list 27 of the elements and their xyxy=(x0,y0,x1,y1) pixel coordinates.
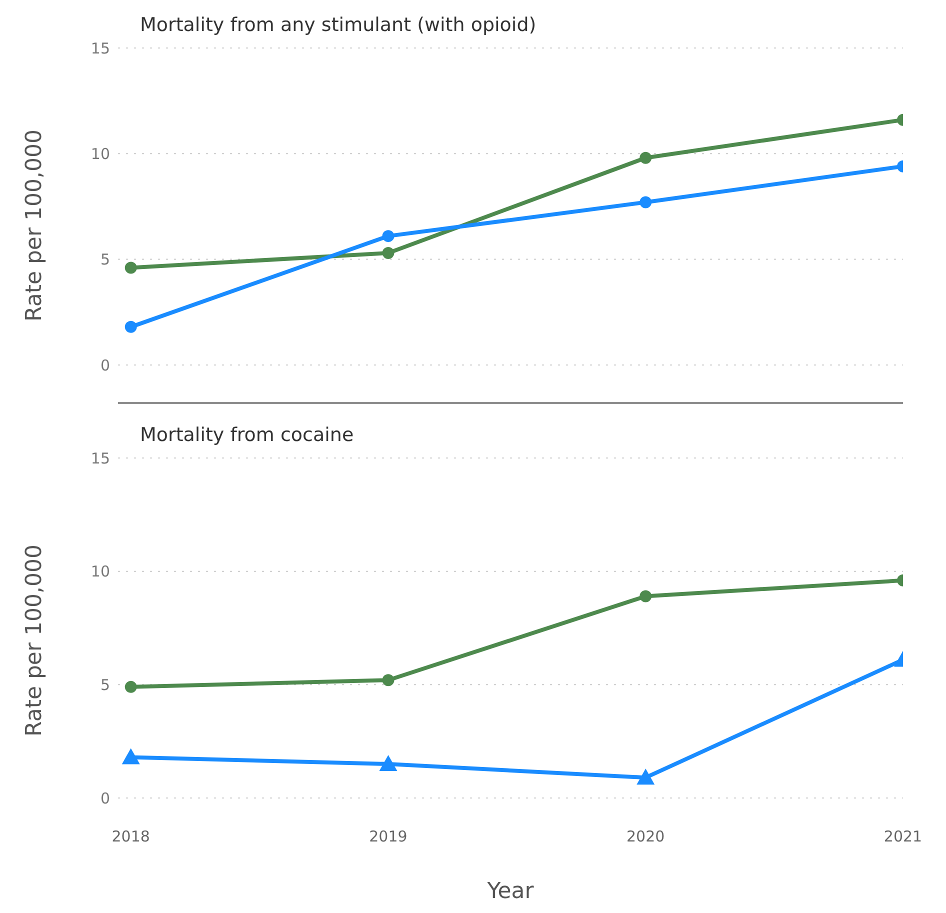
y-tick-label: 5 xyxy=(100,676,110,694)
x-axis-title: Year xyxy=(486,879,535,904)
chart-title: Mortality from cocaine xyxy=(140,424,354,446)
point xyxy=(379,755,398,771)
point xyxy=(640,152,652,164)
y-axis-title: Rate per 100,000 xyxy=(22,130,47,322)
y-tick-label: 15 xyxy=(90,39,110,58)
y-tick-label: 0 xyxy=(100,356,110,374)
point xyxy=(382,230,394,242)
point xyxy=(124,320,137,333)
point xyxy=(640,196,652,208)
chart-title: Mortality from any stimulant (with opioid) xyxy=(140,14,536,36)
point xyxy=(382,246,394,259)
y-tick-label: 15 xyxy=(90,449,110,468)
y-tick-label: 0 xyxy=(100,789,110,808)
x-tick-label: 2018 xyxy=(112,828,150,846)
x-tick-label: 2020 xyxy=(626,828,665,846)
point xyxy=(124,262,137,274)
point xyxy=(382,674,394,686)
x-tick-label: 2019 xyxy=(369,828,408,846)
x-tick-label: 2021 xyxy=(884,828,922,846)
y-tick-label: 10 xyxy=(90,562,110,581)
point xyxy=(122,748,140,764)
y-axis-title: Rate per 100,000 xyxy=(22,544,47,736)
y-tick-label: 5 xyxy=(100,250,110,269)
y-tick-label: 10 xyxy=(90,144,110,163)
point xyxy=(124,680,137,693)
